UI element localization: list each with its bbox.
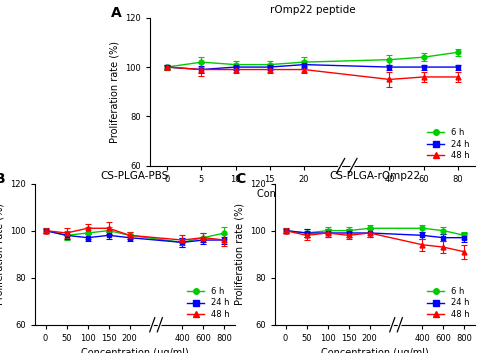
X-axis label: Concentration (μg/ml): Concentration (μg/ml) xyxy=(321,348,429,353)
Legend: 6 h, 24 h, 48 h: 6 h, 24 h, 48 h xyxy=(426,285,471,321)
Text: B: B xyxy=(0,172,6,186)
Y-axis label: Proliferation rate (%): Proliferation rate (%) xyxy=(110,41,120,143)
Legend: 6 h, 24 h, 48 h: 6 h, 24 h, 48 h xyxy=(426,126,471,162)
Y-axis label: Proliferation rate (%): Proliferation rate (%) xyxy=(234,203,244,305)
X-axis label: Concentration (μg/ml): Concentration (μg/ml) xyxy=(81,348,189,353)
Title: CS-PLGA-rOmp22: CS-PLGA-rOmp22 xyxy=(330,172,420,181)
X-axis label: Concentration  (μg/ml): Concentration (μg/ml) xyxy=(257,190,368,199)
Y-axis label: Proliferation rate (%): Proliferation rate (%) xyxy=(0,203,4,305)
Text: A: A xyxy=(111,6,122,20)
Legend: 6 h, 24 h, 48 h: 6 h, 24 h, 48 h xyxy=(186,285,231,321)
Title: rOmp22 peptide: rOmp22 peptide xyxy=(270,6,356,16)
Title: CS-PLGA-PBS: CS-PLGA-PBS xyxy=(101,172,169,181)
Text: C: C xyxy=(235,172,245,186)
